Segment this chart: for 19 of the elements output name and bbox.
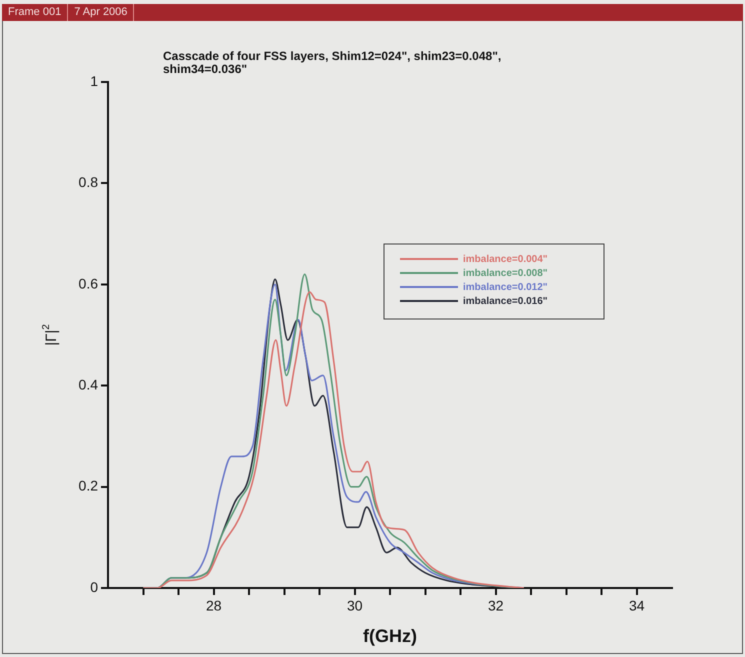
chart-title: Casscade of four FSS layers, Shim12=024", shim23=0.048", shim34=0.036"	[163, 49, 502, 76]
text: imbalance=0.012"	[463, 282, 548, 293]
text: 7 Apr 2006	[68, 4, 134, 21]
x-tick-label: 32	[488, 597, 504, 614]
x-tick-label: 30	[346, 597, 363, 614]
y-tick-label: 1	[90, 72, 98, 89]
text: Frame 001	[2, 4, 68, 21]
text: imbalance=0.008"	[463, 268, 548, 279]
text: imbalance=0.016"	[463, 296, 548, 307]
y-tick-label: 0.4	[78, 376, 98, 392]
x-tick-label: 28	[206, 597, 222, 614]
text: imbalance=0.004"	[463, 254, 548, 265]
x-axis-title: f(GHz)	[363, 626, 417, 646]
y-tick-label: 0.2	[78, 478, 98, 494]
y-tick-label: 0.6	[78, 275, 98, 292]
x-tick-label: 34	[628, 597, 645, 614]
y-tick-label: 0	[90, 578, 98, 595]
y-axis-title: |Γ|2	[41, 324, 60, 346]
y-tick-label: 0.8	[78, 174, 98, 190]
